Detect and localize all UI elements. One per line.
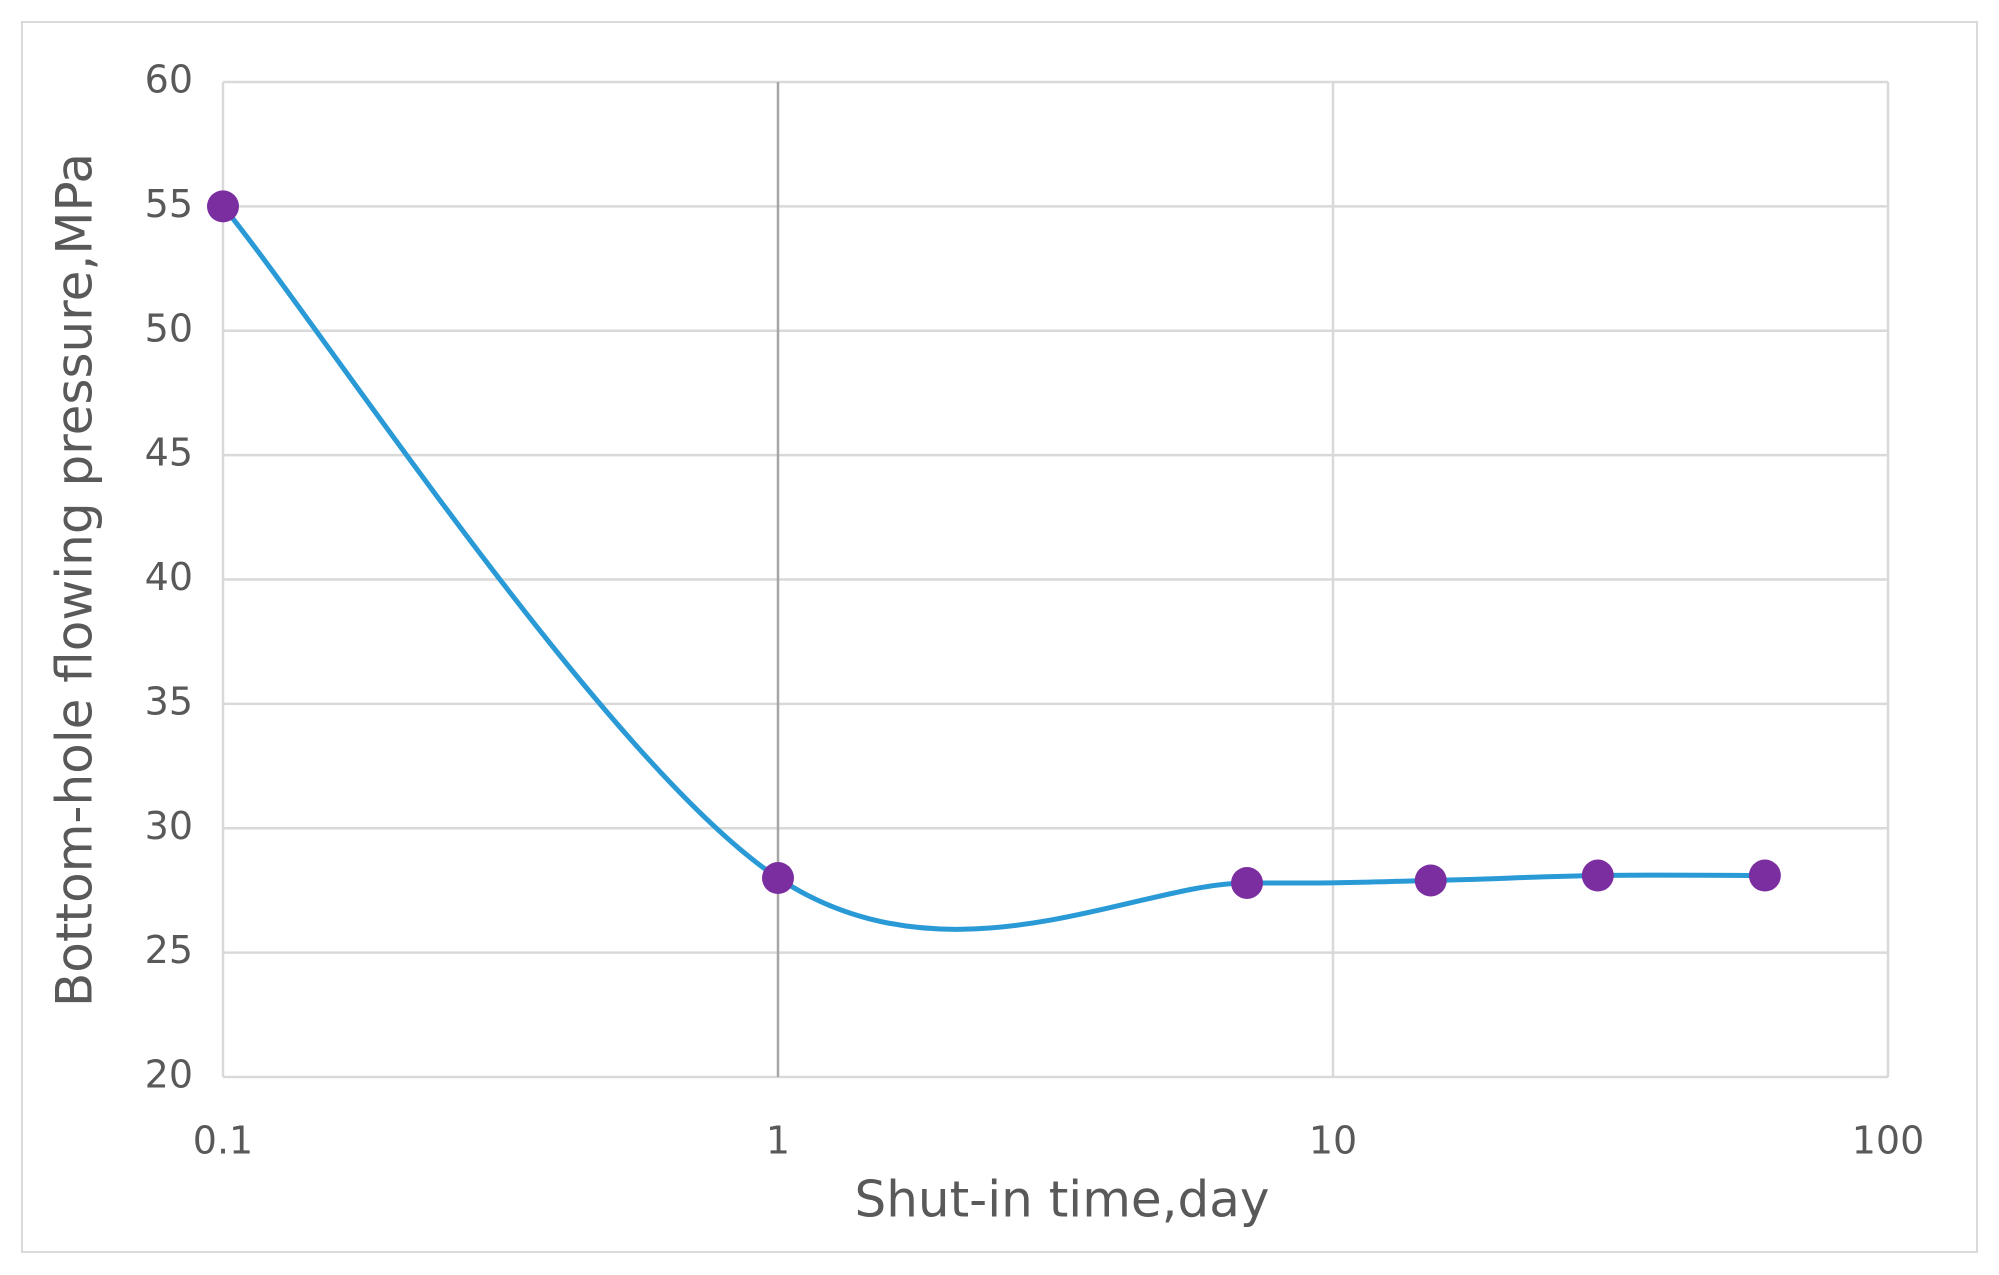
marker [762,862,794,894]
x-tick-label: 0.1 [193,1119,253,1163]
y-tick-label: 25 [145,928,193,972]
y-tick-label: 55 [145,182,193,226]
y-tick-label: 30 [145,804,193,848]
marker [1414,864,1447,897]
y-tick-label: 60 [145,58,193,102]
x-tick-label: 10 [1309,1119,1357,1163]
y-tick-label: 35 [145,679,193,723]
x-axis-title: Shut-in time,day [854,1171,1269,1229]
y-axis-title: Bottom-hole flowing pressure,MPa [46,153,104,1007]
y-tick-label: 40 [145,555,193,599]
marker [1581,859,1614,892]
x-tick-label: 1 [766,1119,790,1163]
y-tick-label: 50 [145,306,193,350]
y-tick-label: 45 [145,431,193,475]
x-tick-label: 100 [1852,1119,1925,1163]
marker [1748,859,1781,892]
marker [207,190,239,223]
y-tick-label: 20 [145,1053,193,1097]
marker [1231,866,1264,899]
chart-border [21,21,1978,1253]
series-line [221,204,1765,932]
